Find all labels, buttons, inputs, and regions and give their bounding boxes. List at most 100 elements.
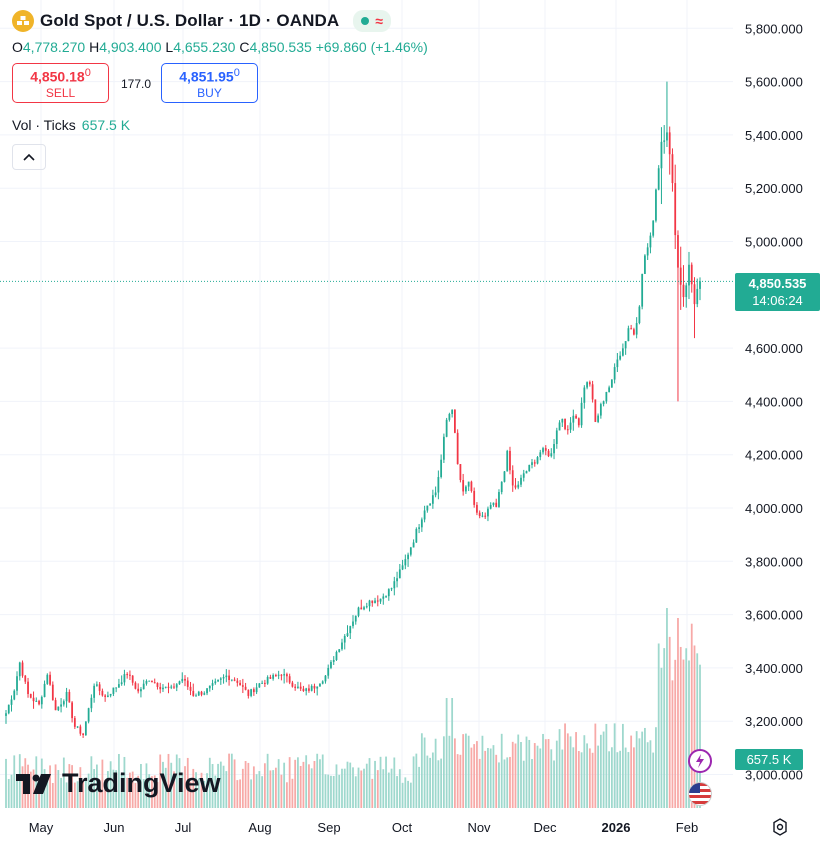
flash-icon[interactable] <box>688 749 712 773</box>
candle-body <box>46 674 49 684</box>
candle-body <box>134 682 137 689</box>
candle-body <box>38 700 40 705</box>
candle-body <box>104 695 107 697</box>
time-tick-label: Nov <box>467 820 491 835</box>
volume-bar <box>313 760 316 808</box>
volume-bar <box>272 770 275 808</box>
volume-bar <box>134 782 137 808</box>
candle-body <box>346 633 349 636</box>
volume-bar <box>608 751 611 808</box>
volume-bar <box>178 758 181 808</box>
volume-bar <box>655 727 657 808</box>
volume-bar <box>252 766 255 808</box>
volume-bar <box>426 755 429 808</box>
candle-body <box>641 273 644 307</box>
volume-legend[interactable]: Vol · Ticks 657.5 K <box>12 117 130 133</box>
volume-bar <box>319 759 321 808</box>
sell-button[interactable]: 4,850.180 SELL <box>12 63 109 103</box>
time-axis[interactable]: May Jun Jul Aug Sep Oct Nov Dec 2026 Feb <box>29 820 698 835</box>
settings-gear-icon[interactable] <box>771 818 789 836</box>
candle-body <box>621 348 624 356</box>
volume-bar <box>597 745 599 808</box>
candle-body <box>266 677 269 684</box>
symbol-title[interactable]: Gold Spot / U.S. Dollar · 1D · OANDA <box>40 11 340 30</box>
volume-bar <box>156 782 159 808</box>
candle-body <box>440 459 443 478</box>
candle-body <box>630 328 633 330</box>
candle-body <box>107 695 109 697</box>
volume-bar <box>619 750 622 808</box>
volume-bar <box>440 758 443 808</box>
candle-body <box>597 415 599 422</box>
brand-name: TradingView <box>62 768 221 798</box>
last-price-tag: 4,850.535 14:06:24 <box>735 273 820 311</box>
volume-bar <box>137 775 140 808</box>
volume-bar <box>241 768 244 808</box>
volume-bar <box>145 763 148 808</box>
price-axis[interactable]: 5,800.000 5,600.000 5,400.000 5,200.000 5,00… <box>745 21 803 782</box>
us-flag-icon[interactable] <box>688 782 712 806</box>
volume-bar <box>431 752 434 808</box>
volume-bar <box>109 761 112 808</box>
candle-body <box>693 284 696 305</box>
volume-bar <box>679 646 682 808</box>
candle-body <box>272 675 275 679</box>
tradingview-logo[interactable]: TradingView <box>16 768 221 799</box>
chevron-up-icon <box>23 153 35 161</box>
candle-body <box>181 678 184 682</box>
candle-body <box>522 473 525 478</box>
volume-bar <box>387 772 390 808</box>
candle-body <box>520 477 522 485</box>
volume-bar <box>115 770 118 808</box>
candle-body <box>258 683 261 688</box>
volume-bar <box>506 757 509 808</box>
volume-bar <box>368 758 371 808</box>
volume-bar <box>445 698 448 808</box>
symbol-header[interactable]: Gold Spot / U.S. Dollar · 1D · OANDA ≈ <box>12 10 391 32</box>
candle-body <box>283 674 286 676</box>
volume-bar <box>531 759 533 808</box>
candle-body <box>330 661 332 668</box>
candle-body <box>10 699 13 705</box>
volume-bar <box>247 762 250 808</box>
volume-bar <box>107 771 109 808</box>
volume-bar <box>51 782 54 808</box>
market-status-pill[interactable]: ≈ <box>353 10 391 32</box>
volume-bar <box>478 758 481 808</box>
candle-body <box>175 684 178 688</box>
candle-body <box>184 678 186 681</box>
candle-body <box>308 688 310 691</box>
candle-body <box>509 450 511 471</box>
collapse-legend-button[interactable] <box>12 144 46 170</box>
candle-body <box>192 690 195 696</box>
volume-bar <box>374 760 376 808</box>
candle-body <box>120 682 123 685</box>
volume-bar <box>644 727 646 808</box>
time-tick-label: May <box>29 820 54 835</box>
low-value: 4,655.230 <box>173 39 236 55</box>
candle-body <box>599 404 602 416</box>
candle-body <box>18 662 21 677</box>
volume-bar <box>671 680 674 808</box>
volume-bar <box>354 776 357 808</box>
candle-body <box>51 684 54 701</box>
candle-body <box>396 578 398 582</box>
volume-bar <box>7 778 10 808</box>
candle-body <box>79 726 82 734</box>
volume-bar <box>484 750 487 808</box>
candle-body <box>429 503 432 506</box>
candle-body <box>84 721 87 735</box>
candle-body <box>533 462 536 464</box>
volume-bar <box>57 770 60 808</box>
buy-button[interactable]: 4,851.950 BUY <box>161 63 258 103</box>
volume-bar <box>393 757 396 808</box>
price-tick-label: 3,400.000 <box>745 661 803 676</box>
volume-bar <box>203 780 206 808</box>
candle-body <box>572 415 575 423</box>
volume-bar <box>184 766 186 808</box>
candle-body <box>54 700 57 711</box>
volume-bar <box>164 767 167 808</box>
volume-bar <box>429 757 432 808</box>
volume-bar <box>142 778 145 808</box>
